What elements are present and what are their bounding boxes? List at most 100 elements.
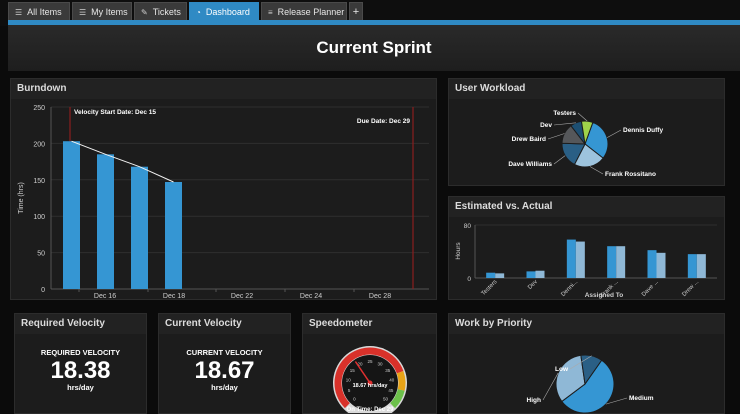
list-icon: ☰ — [79, 7, 87, 17]
bar — [616, 246, 626, 278]
pie-slice — [555, 354, 586, 403]
y-axis-label: Hours — [455, 242, 462, 260]
panel-title: Estimated vs. Actual — [449, 197, 724, 217]
x-tick-label: Dec 18 — [163, 293, 185, 299]
y-tick-label: 80 — [464, 223, 472, 230]
leader-line — [577, 112, 588, 122]
gauge-hub — [367, 380, 373, 386]
page-header: Current Sprint — [8, 25, 740, 71]
leader-line — [606, 129, 622, 138]
pie-label: High — [527, 397, 541, 404]
user-workload-chart: Dennis Duffy Frank Rossitano Dave Williams… — [508, 110, 663, 178]
pie-slice — [584, 121, 609, 159]
gauge-band — [396, 370, 406, 391]
bar — [131, 166, 148, 289]
dashboard-icon: ◔ — [196, 7, 201, 17]
y-tick-label: 250 — [33, 105, 45, 112]
trend-line — [71, 140, 174, 183]
gauge-tick-label: 5 — [348, 388, 351, 393]
bar — [687, 254, 697, 278]
burndown-chart: 0 50 100 150 200 250 Time (hrs) Velocity Start … — [18, 105, 429, 300]
x-tick-label: Testers — [481, 279, 499, 297]
gauge-needle — [354, 361, 371, 384]
annotation-label: Velocity Start Date: Dec 15 — [74, 109, 156, 116]
leader-line — [605, 397, 628, 405]
gauge-tick-label: 30 — [377, 361, 383, 366]
leader-line — [589, 166, 604, 175]
y-tick-label: 200 — [33, 141, 45, 148]
bar — [647, 250, 657, 278]
tab-all-items[interactable]: ☰ All Items — [8, 2, 70, 22]
leader-line — [569, 355, 592, 370]
bar — [526, 271, 536, 278]
leader-line — [542, 372, 559, 401]
bar — [63, 141, 80, 289]
panel-title: User Workload — [449, 79, 724, 99]
tab-label: My Items — [91, 7, 128, 17]
panel-title: Current Velocity — [159, 314, 290, 334]
current-velocity-unit: hrs/day — [211, 383, 238, 392]
pie-slice — [561, 359, 615, 414]
required-velocity-value: 18.38 — [50, 357, 111, 384]
tab-label: Release Planner — [277, 7, 345, 17]
leader-line — [547, 133, 565, 140]
x-axis-label: Assigned To — [585, 292, 624, 299]
bar — [575, 241, 585, 278]
current-velocity-panel: Current Velocity CURRENT VELOCITY 18.67 … — [158, 313, 291, 414]
gauge-tick-label: 45 — [388, 388, 394, 393]
tab-label: Dashboard — [205, 7, 250, 17]
user-workload-panel: User Workload Dennis Duffy Frank Rossitan… — [448, 78, 725, 186]
bar — [486, 272, 496, 278]
pie-label: Testers — [553, 110, 576, 117]
x-tick-label: Dev — [527, 279, 539, 291]
estimated-actual-panel: Estimated vs. Actual 0 80 Hours Assigned To… — [448, 196, 725, 300]
speedometer-panel: Speedometer 0 5 10 15 20 25 30 35 40 45 50 18.67 hr… — [302, 313, 437, 414]
bar — [97, 154, 114, 289]
gauge-tick-label: 35 — [385, 368, 391, 373]
gauge-band — [389, 388, 405, 409]
panel-title: Burndown — [11, 79, 436, 99]
y-tick-label: 100 — [33, 214, 45, 221]
plus-icon: + — [352, 6, 360, 18]
required-velocity-caption: REQUIRED VELOCITY — [40, 348, 121, 357]
x-tick-label: Dec 24 — [300, 293, 322, 299]
pie-label: Dave Williams — [508, 161, 552, 168]
burndown-panel: Burndown 0 50 100 150 200 250 Time (hrs) Veloci… — [10, 78, 437, 300]
pie-label: Dev — [540, 122, 552, 129]
add-tab-button[interactable]: + — [349, 2, 363, 22]
tab-label: All Items — [27, 7, 62, 17]
pie-label: Drew Baird — [512, 136, 546, 143]
tab-tickets[interactable]: ✎ Tickets — [134, 2, 187, 22]
bar — [696, 254, 706, 278]
gauge-band — [334, 347, 404, 409]
tab-release-planner[interactable]: ≡ Release Planner — [261, 2, 347, 22]
x-tick-label: Dec 28 — [369, 293, 391, 299]
gauge-tick-label: 25 — [367, 359, 373, 364]
pie-label: Dennis Duffy — [623, 127, 663, 134]
current-velocity-value: 18.67 — [194, 357, 255, 384]
gauge-tick-label: 10 — [346, 378, 352, 383]
leader-line — [553, 122, 576, 126]
gauge-tick-label: 15 — [350, 368, 356, 373]
current-velocity-caption: CURRENT VELOCITY — [186, 348, 263, 357]
x-tick-label: Dave ... — [641, 279, 660, 298]
page-title: Current Sprint — [316, 38, 432, 57]
y-tick-label: 50 — [37, 251, 45, 258]
pie-label: Frank Rossitano — [605, 171, 656, 178]
list-icon: ☰ — [15, 7, 23, 17]
gauge-readout: 18.67 hrs/day — [353, 383, 389, 389]
work-by-priority-panel: Work by Priority Medium High Low — [448, 313, 725, 414]
pie-label: Medium — [629, 395, 654, 402]
annotation-label: Due Date: Dec 29 — [357, 118, 410, 125]
bar — [607, 246, 617, 278]
bar — [656, 252, 666, 278]
tab-my-items[interactable]: ☰ My Items — [72, 2, 132, 22]
gauge-tick-label: 20 — [358, 361, 364, 366]
planner-icon: ≡ — [268, 7, 273, 17]
tab-label: Tickets — [152, 7, 181, 17]
x-tick-label: Denni... — [560, 279, 579, 298]
bar — [566, 239, 576, 278]
tab-dashboard[interactable]: ◔ Dashboard — [189, 2, 259, 22]
